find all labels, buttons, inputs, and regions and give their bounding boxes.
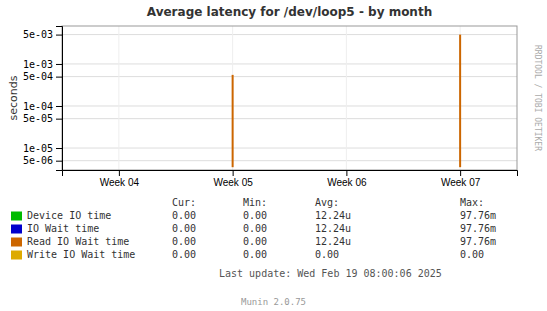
legend-header: Avg: — [315, 197, 339, 208]
y-tick-mark — [56, 148, 62, 149]
y-tick: 5e-06 — [23, 155, 62, 166]
series — [233, 35, 461, 168]
legend-stat: 0.00 — [243, 210, 267, 221]
y-axis-title: seconds — [7, 75, 20, 120]
title: Average latency for /dev/loop5 - by mont… — [147, 5, 432, 19]
legend-stat: 0.00 — [172, 223, 196, 234]
x-axis: Week 04 Week 05 Week 06 Week 07 — [63, 170, 518, 188]
chart: Average latency for /dev/loop5 - by mont… — [0, 0, 547, 311]
y-tick-label: 1e-04 — [23, 101, 53, 112]
x-tick: Week 07 — [441, 170, 481, 188]
spike — [232, 75, 234, 167]
legend-stat: 12.24u — [315, 223, 351, 234]
y-tick-mark — [56, 161, 62, 162]
x-tick-label: Week 05 — [213, 177, 253, 188]
plot-frame — [62, 26, 517, 170]
grid-line-y — [62, 63, 517, 64]
x-tick: Week 05 — [213, 170, 253, 188]
y-tick: 5e-05 — [23, 113, 62, 124]
legend-stat: 0.00 — [315, 249, 339, 260]
legend-header: Cur: — [172, 197, 196, 208]
grid-line-x — [232, 26, 233, 170]
y-tick-mark — [56, 77, 62, 78]
legend-label: IO Wait time — [27, 223, 99, 234]
legend-swatch — [11, 225, 22, 234]
legend-header: Min: — [243, 197, 267, 208]
x-tick-label: Week 06 — [327, 177, 367, 188]
y-tick: 1e-03 — [23, 59, 62, 70]
grid-line-x — [460, 26, 461, 170]
annotation-watermark: RRDTOOL / TOBI OETIKER — [533, 45, 542, 151]
x-tick-label: Week 07 — [441, 177, 481, 188]
legend-table: Cur: Min: Avg: Max: Device IO time 0.00 0.00 12… — [11, 197, 496, 260]
legend-stat: 0.00 — [460, 249, 484, 260]
legend-stat: 0.00 — [172, 236, 196, 247]
x-tick: Week 06 — [327, 170, 367, 188]
y-tick-label: 5e-04 — [23, 71, 53, 82]
legend-stat: 0.00 — [243, 249, 267, 260]
y-tick: 5e-03 — [23, 29, 62, 40]
grid-line-y — [62, 160, 517, 161]
legend-stat: 0.00 — [243, 236, 267, 247]
legend-stat: 0.00 — [172, 210, 196, 221]
grid-line-y — [62, 105, 517, 106]
grid-line-y — [62, 148, 517, 149]
y-tick-mark — [56, 119, 62, 120]
x-tick-mark — [460, 170, 461, 176]
spike — [459, 35, 461, 168]
legend-stat: 0.00 — [172, 249, 196, 260]
grid-line-x — [346, 26, 347, 170]
grid-line-x — [118, 26, 119, 170]
plot: 5e-061e-05 5e-051e-04 5e-041e-03 5e-03 Week … — [23, 26, 518, 188]
y-tick: 1e-05 — [23, 143, 62, 154]
x-tick-mark — [119, 170, 120, 176]
x-axis-line — [63, 171, 518, 177]
grid-line-y — [62, 76, 517, 77]
annotation-version: Munin 2.0.75 — [241, 297, 306, 307]
y-tick: 5e-04 — [23, 71, 62, 82]
legend-stat: 97.76m — [460, 210, 496, 221]
y-axis: 5e-061e-05 5e-051e-04 5e-041e-03 5e-03 — [23, 27, 63, 171]
y-tick-mark — [56, 106, 62, 107]
y-axis-line — [56, 27, 63, 171]
marks — [233, 35, 461, 168]
y-tick-mark — [56, 64, 62, 65]
legend-swatch — [11, 238, 22, 247]
legend-stat: 97.76m — [460, 236, 496, 247]
legend-label: Write IO Wait time — [27, 249, 135, 260]
grid-line-y — [62, 34, 517, 35]
x-tick-mark — [233, 170, 234, 176]
legend-swatch — [11, 251, 22, 260]
y-tick-label: 1e-03 — [23, 59, 53, 70]
grid — [62, 26, 517, 170]
y-tick-mark — [56, 35, 62, 36]
legend-stat: 12.24u — [315, 236, 351, 247]
y-tick-label: 1e-05 — [23, 143, 53, 154]
y-tick-label: 5e-05 — [23, 113, 53, 124]
y-tick-label: 5e-03 — [23, 29, 53, 40]
legend-stat: 97.76m — [460, 223, 496, 234]
legend-swatch — [11, 212, 22, 221]
y-tick: 1e-04 — [23, 101, 62, 112]
legend-label: Device IO time — [27, 210, 111, 221]
legend-label: Read IO Wait time — [27, 236, 129, 247]
y-tick-label: 5e-06 — [23, 155, 53, 166]
grid-line-y — [62, 118, 517, 119]
annotation-last-update: Last update: Wed Feb 19 08:00:06 2025 — [219, 268, 442, 279]
x-tick: Week 04 — [100, 170, 140, 188]
x-tick-label: Week 04 — [100, 177, 140, 188]
legend-stat: 12.24u — [315, 210, 351, 221]
x-tick-mark — [346, 170, 347, 176]
legend-header: Max: — [460, 197, 484, 208]
legend-stat: 0.00 — [243, 223, 267, 234]
